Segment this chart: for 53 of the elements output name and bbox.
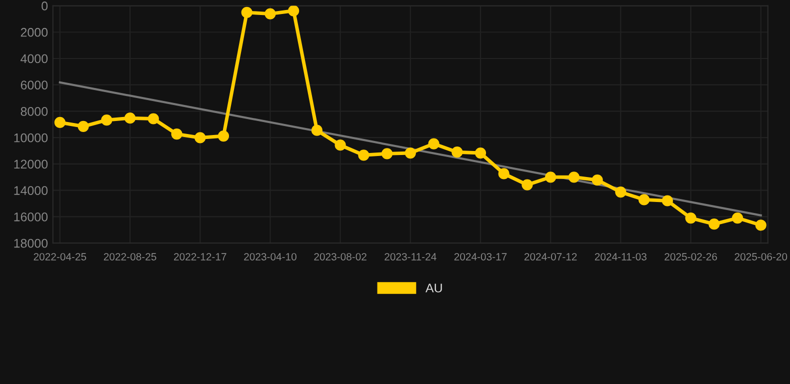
x-tick-label: 2024-03-17 [454, 253, 507, 260]
point [334, 140, 346, 151]
point [288, 6, 300, 16]
x-tick-label: 2023-08-02 [314, 253, 366, 260]
point [171, 128, 182, 140]
point [592, 174, 603, 186]
point [638, 194, 650, 206]
y-tick-label: 12000 [14, 160, 48, 169]
point [241, 6, 252, 18]
y-tick-label: 4000 [20, 54, 48, 64]
point [685, 212, 696, 224]
x-tick-label: 2024-11-03 [594, 253, 646, 260]
point [545, 172, 556, 183]
legend-label: AU [426, 284, 442, 292]
x-tick-label: 2023-04-10 [244, 253, 296, 260]
point [381, 148, 393, 160]
point [101, 114, 112, 126]
point [124, 112, 136, 124]
point [428, 138, 440, 150]
point [755, 220, 766, 231]
x-tick-label: 2022-12-17 [174, 253, 226, 260]
y-tick-label: 16000 [14, 212, 48, 222]
point [522, 179, 533, 190]
point [194, 132, 206, 144]
point [78, 120, 89, 132]
x-tick-label: 2024-07-12 [524, 253, 577, 260]
point [615, 186, 626, 198]
point [452, 146, 463, 158]
x-tick-label: 2023-11-24 [384, 253, 436, 260]
point [732, 212, 744, 224]
point [148, 113, 159, 124]
y-tick-label: 18000 [14, 238, 48, 248]
x-tick-label: 2025-02-26 [664, 253, 717, 260]
y-tick-label: 0 [42, 2, 48, 10]
y-tick-label: 14000 [14, 186, 48, 195]
point [264, 8, 276, 20]
point [708, 218, 720, 230]
point [498, 168, 510, 180]
point [358, 150, 370, 161]
point [568, 172, 580, 183]
y-tick-label: 8000 [20, 107, 48, 116]
point [311, 124, 323, 136]
y-tick-label: 10000 [14, 133, 48, 142]
y-tick-label: 6000 [20, 80, 48, 90]
point [54, 116, 66, 128]
point [218, 130, 230, 142]
x-tick-label: 2022-08-25 [104, 253, 156, 260]
x-tick-label: 2022-04-25 [34, 253, 86, 260]
point [662, 195, 673, 206]
point [404, 147, 416, 159]
x-tick-label: 2025-06-20 [734, 253, 788, 260]
y-tick-label: 2000 [20, 28, 48, 37]
point [474, 147, 486, 159]
